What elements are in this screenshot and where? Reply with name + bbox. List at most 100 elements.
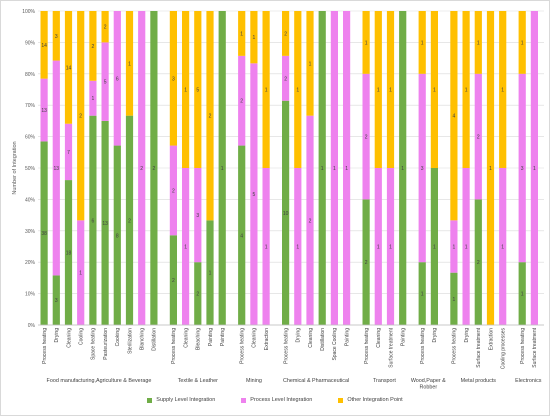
category-label: Drying (432, 328, 438, 343)
bar-segment-other (125, 11, 134, 116)
data-label-process: 2 (284, 76, 287, 82)
bar-segment-other (40, 11, 48, 79)
bar-segment-supply (125, 115, 134, 326)
data-label-supply: 1 (453, 297, 456, 303)
data-label-other: 1 (377, 88, 380, 94)
bar-segment-process (530, 11, 538, 325)
bar-segment-other (169, 11, 177, 146)
data-label-process: 6 (116, 76, 119, 82)
bar-segment-process (306, 115, 314, 326)
data-label-process: 1 (184, 245, 187, 251)
y-tick-label: 10% (25, 292, 36, 298)
bar-segment-other (486, 11, 495, 325)
y-tick-label: 40% (25, 197, 36, 203)
category-label: Process heating (240, 328, 246, 364)
data-label-supply: 38 (41, 231, 47, 237)
category-label: Space Cooling (332, 328, 338, 361)
bar-segment-supply (89, 115, 97, 326)
bar-segment-process (52, 60, 60, 276)
data-label-other: 2 (209, 114, 212, 120)
data-label-other: 2 (284, 31, 287, 37)
bar-segment-process (362, 73, 370, 200)
data-label-supply: 1 (421, 292, 424, 298)
data-label-other: 1 (296, 88, 299, 94)
bar-segment-other (182, 11, 190, 168)
bar-segment-other (89, 11, 97, 81)
legend-item-process: Process Level Integration (241, 397, 312, 403)
group-label: Food manufacturing,Agriculture & Beverag… (47, 378, 152, 384)
data-label-process: 7 (67, 150, 70, 156)
data-label-other: 1 (477, 40, 480, 46)
group-label: Mining (246, 378, 262, 384)
data-label-other: 2 (79, 114, 82, 120)
bar-segment-process (77, 220, 85, 325)
data-label-supply: 2 (172, 278, 175, 284)
data-label-process: 5 (253, 192, 256, 198)
data-label-supply: 4 (240, 233, 243, 239)
bar-segment-supply (238, 145, 246, 325)
data-label-other: 1 (465, 88, 468, 94)
data-label-process: 3 (196, 213, 199, 219)
data-label-other: 1 (433, 88, 436, 94)
bar-segment-supply (518, 262, 526, 325)
bar-segment-process (169, 145, 177, 236)
bar-segment-other (430, 11, 438, 168)
category-label: Painting (401, 328, 407, 346)
category-label: Surface treatment (532, 327, 538, 367)
bar-segment-supply (418, 262, 426, 325)
category-label: Cleaning (308, 328, 314, 348)
legend-item-other: Other Integration Point (338, 397, 403, 403)
bar-segment-process (282, 55, 290, 101)
category-label: Distillation (320, 328, 326, 351)
data-label-other: 2 (92, 44, 95, 50)
data-label-supply: 18 (66, 251, 72, 257)
data-label-other: 1 (240, 31, 243, 37)
legend-swatch-process (241, 397, 247, 403)
data-label-other: 14 (66, 65, 72, 71)
legend-item-supply: Supply Level Integration (147, 397, 215, 403)
bar-segment-supply (362, 199, 370, 325)
bar-segment-other (101, 11, 109, 43)
bar-segment-other (262, 11, 270, 168)
data-label-process: 2 (365, 135, 368, 141)
category-label: Process heating (520, 328, 526, 364)
data-label-other: 1 (365, 40, 368, 46)
category-label: Distillation (152, 328, 158, 351)
y-tick-label: 50% (25, 166, 36, 172)
category-label: Cooling (79, 328, 85, 345)
group-label: Robber (419, 385, 437, 391)
data-label-other: 1 (389, 88, 392, 94)
bar-segment-other (282, 11, 290, 56)
bar-segment-supply (206, 220, 214, 325)
bar-segment-other (306, 11, 314, 116)
data-label-supply: 2 (365, 260, 368, 266)
bar-segment-supply (52, 275, 60, 325)
bar-segment-other (206, 11, 214, 221)
bar-segment-other (194, 11, 202, 168)
group-label: Wood,Paper & (411, 378, 446, 384)
data-label-process: 5 (104, 80, 107, 86)
data-label-other: 1 (265, 88, 268, 94)
bar-segment-process (262, 168, 270, 325)
bar-segment-supply (399, 11, 407, 325)
data-label-other: 1 (421, 40, 424, 46)
data-label-process: 2 (172, 188, 175, 194)
category-label: Blanching (140, 328, 146, 350)
y-tick-label: 30% (25, 229, 36, 235)
data-label-process: 3 (421, 166, 424, 172)
category-label: Drying (464, 328, 470, 343)
bar-segment-process (238, 55, 246, 146)
category-label: Space heating (91, 328, 97, 360)
data-label-supply: 1 (221, 166, 224, 172)
data-label-process: 1 (389, 245, 392, 251)
data-label-process: 2 (140, 166, 143, 172)
category-label: Cleaning (183, 328, 189, 348)
bar-segment-process (250, 63, 258, 325)
group-label: Electronics (515, 378, 542, 384)
bar-segment-other (77, 11, 85, 221)
category-label: Drying (54, 328, 60, 343)
data-label-other: 5 (196, 88, 199, 94)
bar-segment-process (138, 11, 146, 325)
bar-segment-process (89, 80, 97, 116)
data-label-supply: 1 (401, 166, 404, 172)
